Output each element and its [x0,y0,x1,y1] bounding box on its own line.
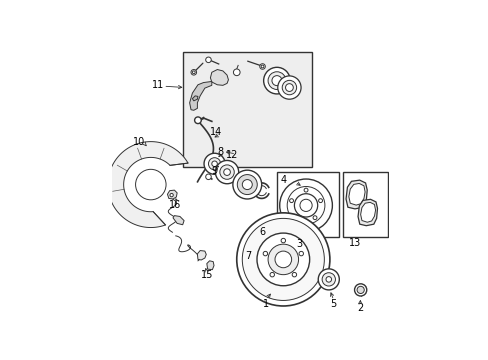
Circle shape [242,180,252,190]
Circle shape [263,251,267,256]
Text: 7: 7 [244,251,250,261]
Circle shape [274,251,291,268]
Circle shape [277,76,301,99]
Text: 12: 12 [225,150,238,161]
Circle shape [220,165,234,179]
Circle shape [322,273,335,286]
Circle shape [194,117,201,123]
Circle shape [170,193,173,197]
Text: 8: 8 [217,147,224,157]
Polygon shape [346,180,366,209]
Text: 3: 3 [295,239,302,249]
Polygon shape [348,184,365,205]
Circle shape [215,161,238,184]
Circle shape [299,251,303,256]
Circle shape [281,238,285,243]
Circle shape [292,273,296,277]
Bar [343,172,387,237]
Polygon shape [173,216,183,225]
Polygon shape [189,81,211,110]
Circle shape [285,84,293,91]
Circle shape [242,219,324,301]
Text: 16: 16 [169,199,181,210]
Text: 6: 6 [259,227,265,237]
Circle shape [233,69,240,76]
Polygon shape [206,261,214,270]
Circle shape [356,286,364,293]
Text: 4: 4 [280,175,286,185]
Circle shape [208,158,220,170]
Bar [276,172,339,237]
Circle shape [263,67,290,94]
Circle shape [237,175,257,194]
Text: 1: 1 [262,299,268,309]
Circle shape [269,273,274,277]
Circle shape [205,174,211,180]
Circle shape [282,80,296,95]
Circle shape [257,233,309,286]
Polygon shape [197,251,206,260]
Circle shape [267,244,298,275]
Circle shape [354,284,366,296]
Polygon shape [167,190,177,199]
Circle shape [211,161,217,167]
Polygon shape [360,202,375,222]
Polygon shape [108,141,188,228]
Circle shape [325,276,331,282]
Text: 13: 13 [348,238,361,248]
Text: 10: 10 [133,137,145,147]
Circle shape [203,153,224,174]
Text: 14: 14 [210,127,222,138]
Text: 2: 2 [356,303,363,313]
Text: 11: 11 [151,80,163,90]
Circle shape [318,269,339,290]
Circle shape [305,237,308,241]
Circle shape [259,64,265,69]
Circle shape [232,170,261,199]
Circle shape [224,169,230,175]
Polygon shape [210,69,228,85]
Text: 15: 15 [200,270,213,280]
Circle shape [236,213,329,306]
Circle shape [135,169,166,200]
Circle shape [205,57,211,63]
Text: 9: 9 [211,166,217,176]
Circle shape [271,76,282,86]
Text: 5: 5 [330,299,336,309]
Circle shape [267,72,285,90]
Polygon shape [357,199,377,226]
Bar [183,51,311,167]
Circle shape [191,69,196,75]
Polygon shape [192,96,198,101]
